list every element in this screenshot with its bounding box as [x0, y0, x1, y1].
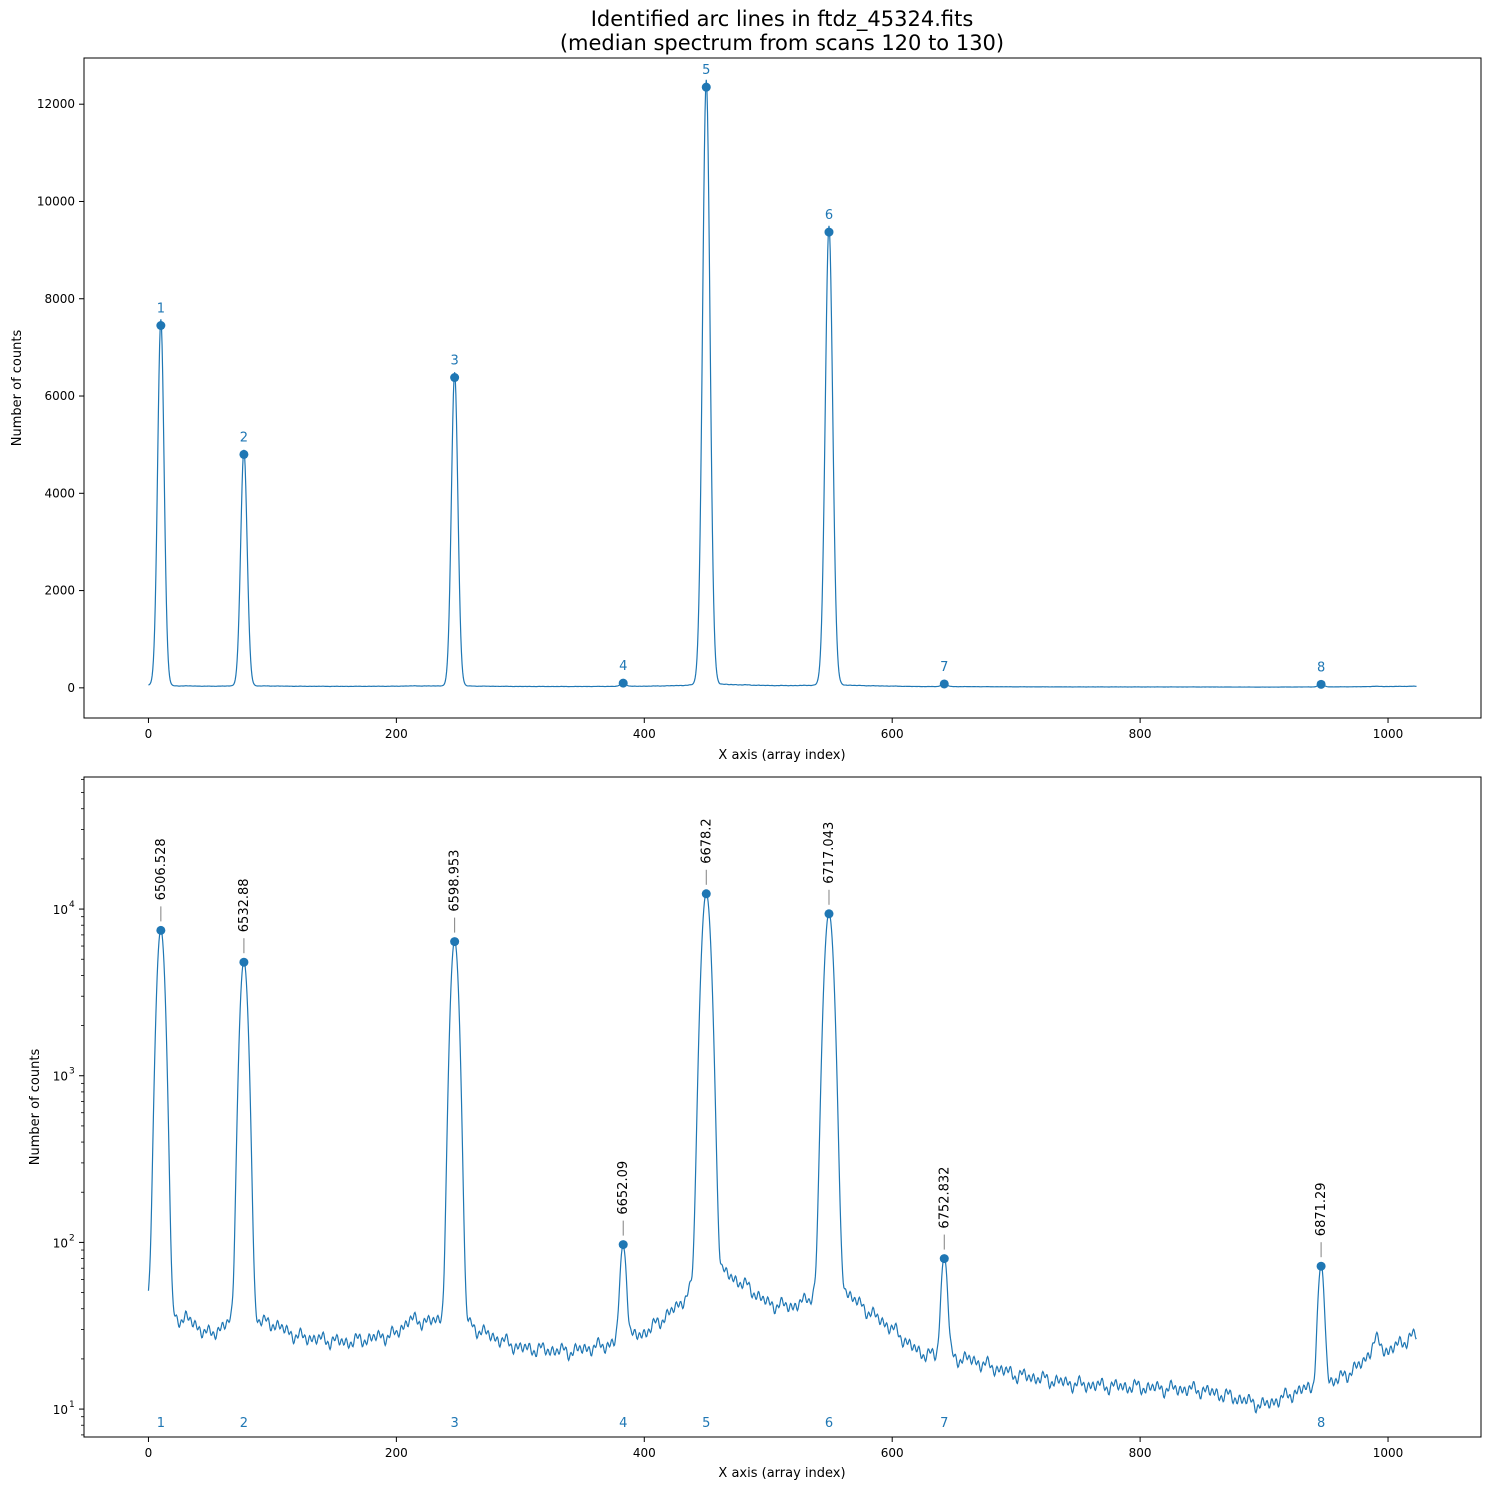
linear-line-number-8: 8: [1317, 660, 1325, 675]
log-wavelength-label-3: 6598.953: [448, 850, 463, 912]
log-wavelength-label-1: 6506.528: [154, 838, 169, 900]
log-y-axis-label: Number of counts: [28, 1049, 43, 1166]
linear-line-number-4: 4: [619, 659, 627, 674]
linear-chart: 1 2 3 4 5 6 7 8 0 200 400 600 800 1000 0 2000 4000 6000…: [10, 57, 1482, 763]
linear-x-tick-label-0: 0: [145, 727, 153, 741]
linear-x-tick-label-2: 400: [633, 727, 656, 741]
log-x-tick-label-5: 1000: [1373, 1446, 1404, 1460]
log-x-tick-label-1: 200: [385, 1446, 408, 1460]
linear-y-tick-label-4: 8000: [44, 292, 75, 306]
log-spectrum-line: [147, 891, 1417, 1414]
linear-plot-content: 1 2 3 4 5 6 7 8: [148, 63, 1417, 689]
log-line-marker-1: [156, 925, 166, 935]
log-y-tick-exp-3: 4: [69, 900, 75, 910]
linear-x-tick-label-5: 1000: [1373, 727, 1404, 741]
log-x-axis: 0 200 400 600 800 1000: [145, 1437, 1404, 1460]
log-line-marker-3: [450, 937, 460, 947]
linear-y-tick-label-5: 10000: [37, 194, 75, 208]
linear-line-marker-3: [450, 373, 460, 383]
linear-y-tick-label-2: 4000: [44, 486, 75, 500]
log-wavelength-label-5: 6678.2: [699, 818, 714, 864]
linear-y-tick-label-3: 6000: [44, 389, 75, 403]
log-line-number-4: 4: [619, 1416, 627, 1431]
log-line-marker-7: [939, 1254, 949, 1264]
linear-line-number-7: 7: [940, 660, 948, 675]
log-plot-frame: [83, 776, 1482, 1438]
log-line-marker-6: [824, 909, 834, 919]
linear-line-number-6: 6: [825, 208, 833, 223]
log-line-number-1: 1: [157, 1416, 165, 1431]
log-line-marker-4: [618, 1240, 628, 1250]
linear-line-marker-8: [1316, 679, 1326, 689]
log-chart: 6506.528 1 6532.88 2 6598.953 3 6652.09 4 6678.2…: [28, 776, 1482, 1481]
linear-line-number-2: 2: [240, 430, 248, 445]
log-line-marker-2: [239, 957, 249, 967]
linear-line-number-5: 5: [702, 63, 710, 78]
log-y-tick-exp-2: 3: [69, 1067, 75, 1077]
log-x-tick-label-3: 600: [881, 1446, 904, 1460]
linear-line-marker-2: [239, 449, 249, 459]
linear-y-axis: 0 2000 4000 6000 8000 10000 12000: [37, 97, 84, 695]
linear-y-tick-label-0: 0: [67, 681, 75, 695]
log-line-number-3: 3: [450, 1416, 458, 1431]
linear-x-axis-label: X axis (array index): [718, 748, 845, 763]
log-line-number-6: 6: [825, 1416, 833, 1431]
linear-line-marker-4: [618, 678, 628, 688]
linear-line-number-1: 1: [157, 302, 165, 317]
linear-line-number-3: 3: [450, 354, 458, 369]
log-y-tick-label-3: 10: [53, 903, 68, 917]
linear-line-marker-1: [156, 321, 166, 331]
linear-x-tick-label-1: 200: [385, 727, 408, 741]
log-y-tick-label-0: 10: [53, 1403, 68, 1417]
linear-x-axis: 0 200 400 600 800 1000: [145, 718, 1404, 741]
log-x-tick-label-2: 400: [633, 1446, 656, 1460]
linear-line-marker-6: [824, 227, 834, 237]
log-y-tick-exp-1: 2: [69, 1233, 75, 1243]
log-x-tick-label-0: 0: [145, 1446, 153, 1460]
log-line-number-7: 7: [940, 1416, 948, 1431]
log-y-tick-label-1: 10: [53, 1236, 68, 1250]
log-line-number-2: 2: [240, 1416, 248, 1431]
log-x-tick-label-4: 800: [1129, 1446, 1152, 1460]
log-plot-content: 6506.528 1 6532.88 2 6598.953 3 6652.09 4 6678.2…: [147, 818, 1417, 1431]
linear-x-tick-label-4: 800: [1129, 727, 1152, 741]
linear-line-marker-7: [939, 679, 949, 689]
log-wavelength-label-6: 6717.043: [822, 822, 837, 884]
log-wavelength-label-4: 6652.09: [616, 1161, 631, 1215]
linear-y-axis-label: Number of counts: [10, 330, 25, 447]
linear-spectrum-line: [148, 79, 1417, 688]
figure-title-line2: (median spectrum from scans 120 to 130): [560, 31, 1004, 55]
linear-line-marker-5: [701, 82, 711, 92]
log-wavelength-label-8: 6871.29: [1314, 1182, 1329, 1236]
log-line-number-5: 5: [702, 1416, 710, 1431]
figure-title-line1: Identified arc lines in ftdz_45324.fits: [591, 7, 974, 32]
linear-y-tick-label-6: 12000: [37, 97, 75, 111]
linear-x-tick-label-3: 600: [881, 727, 904, 741]
log-x-axis-label: X axis (array index): [718, 1466, 845, 1481]
log-y-tick-label-2: 10: [53, 1070, 68, 1084]
log-line-number-8: 8: [1317, 1416, 1325, 1431]
log-wavelength-label-2: 6532.88: [237, 878, 252, 932]
log-y-tick-exp-0: 1: [69, 1400, 75, 1410]
log-line-marker-5: [701, 889, 711, 899]
linear-y-tick-label-1: 2000: [44, 584, 75, 598]
log-line-marker-8: [1316, 1261, 1326, 1271]
log-wavelength-label-7: 6752.832: [937, 1167, 952, 1229]
linear-plot-frame: [83, 57, 1482, 719]
